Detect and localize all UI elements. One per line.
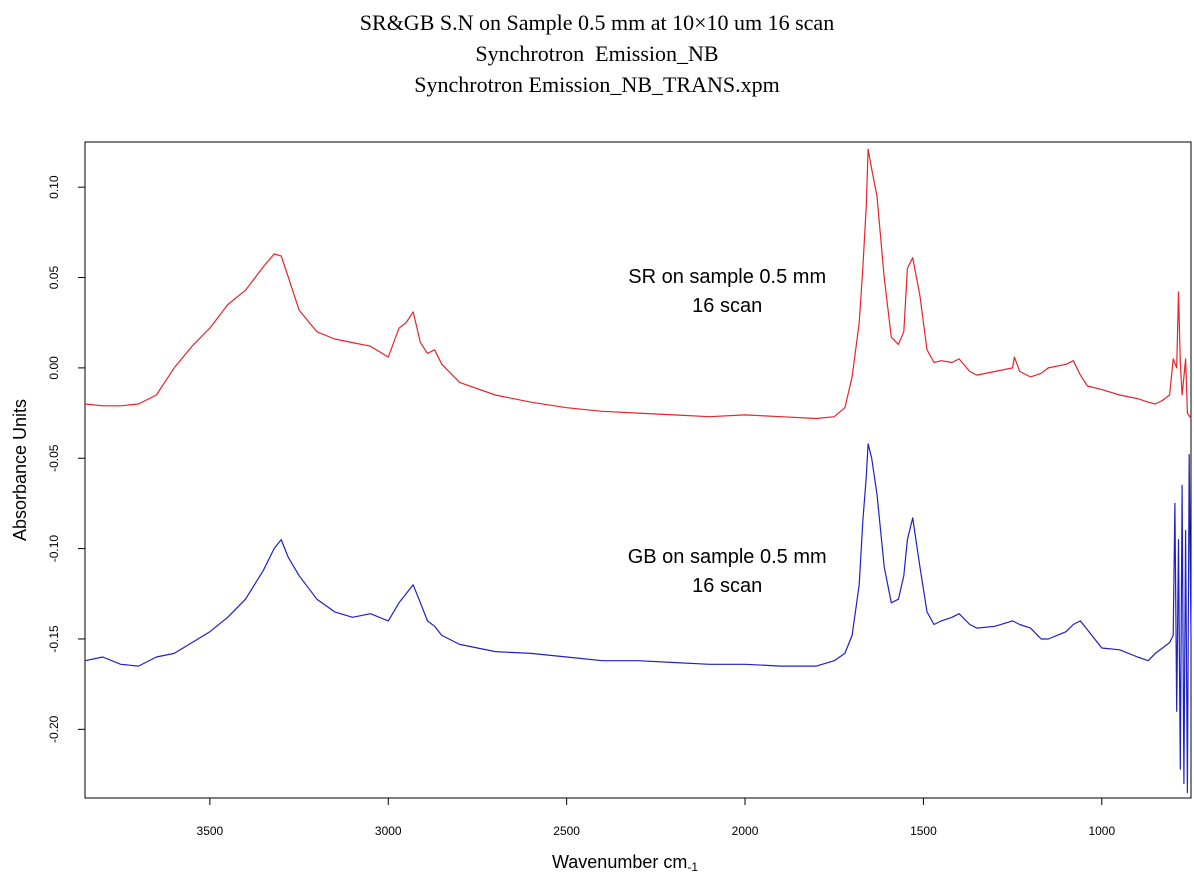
x-tick-label: 2500	[553, 824, 580, 838]
x-tick-label: 1000	[1088, 824, 1115, 838]
y-tick-label: -0.10	[47, 535, 61, 563]
y-tick-label: -0.15	[47, 625, 61, 653]
annotation-line: SR on sample 0.5 mm	[628, 266, 826, 288]
x-tick-label: 2000	[732, 824, 759, 838]
y-tick-label: 0.10	[47, 175, 61, 199]
x-axis-title-superscript: -1	[687, 860, 698, 874]
y-tick-label: 0.00	[47, 356, 61, 380]
series-layer	[84, 148, 1192, 794]
x-axis-title-main: Wavenumber cm	[552, 852, 687, 872]
gb-spectrum-line	[84, 443, 1192, 794]
y-tick-label: -0.20	[47, 715, 61, 743]
y-axis-title: Absorbance Units	[10, 399, 30, 541]
x-tick-label: 3000	[375, 824, 402, 838]
x-axis-title: Wavenumber cm-1	[552, 852, 698, 874]
annotation-line: GB on sample 0.5 mm	[628, 546, 827, 568]
x-tick-label: 1500	[910, 824, 937, 838]
chart-title-line-2: Synchrotron Emission_NB	[475, 41, 719, 66]
annotation-line: 16 scan	[692, 295, 762, 317]
annotation-line: 16 scan	[692, 575, 762, 597]
annotation-layer: SR on sample 0.5 mm 16 scan GB on sample 0…	[628, 266, 827, 597]
chart-title-line-1: SR&GB S.N on Sample 0.5 mm at 10×10 um 1…	[359, 10, 835, 35]
x-tick-label: 3500	[197, 824, 224, 838]
plot-frame	[84, 141, 1192, 799]
y-tick-label: 0.05	[47, 266, 61, 290]
chart-title-line-3: Synchrotron Emission_NB_TRANS.xpm	[414, 72, 780, 97]
y-tick-label: -0.05	[47, 444, 61, 472]
y-axis: 0.10 0.05 0.00 -0.05 -0.10 -0.15 -0.20	[47, 175, 85, 743]
sr-spectrum-line	[84, 148, 1192, 420]
x-axis: 3500 3000 2500 2000 1500 1000	[197, 798, 1115, 838]
